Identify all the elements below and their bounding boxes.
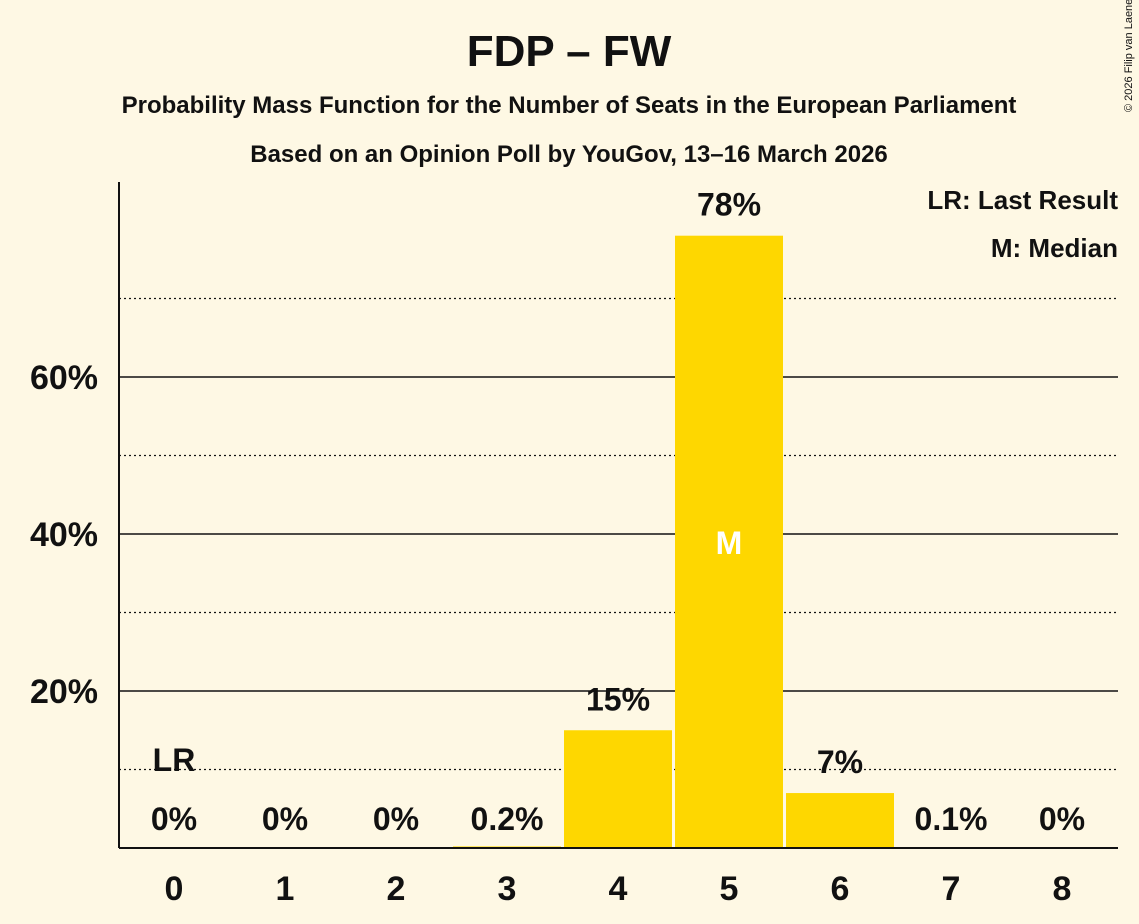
bar bbox=[675, 235, 783, 848]
data-label: 0.2% bbox=[471, 801, 544, 837]
x-tick-label: 2 bbox=[387, 870, 406, 908]
data-label: 0% bbox=[262, 801, 308, 837]
data-label: 78% bbox=[697, 187, 761, 223]
data-label: 0.1% bbox=[915, 801, 988, 837]
y-tick-label: 40% bbox=[30, 516, 98, 554]
copyright: © 2026 Filip van Laenen bbox=[1123, 0, 1135, 112]
data-label: 15% bbox=[586, 681, 650, 717]
chart-subtitle: Probability Mass Function for the Number… bbox=[122, 92, 1017, 119]
data-label: 0% bbox=[1039, 801, 1085, 837]
x-tick-label: 1 bbox=[276, 870, 295, 908]
bar bbox=[786, 793, 894, 848]
axes bbox=[118, 182, 1118, 849]
x-tick-label: 7 bbox=[942, 870, 961, 908]
gridlines: 20% 40% 60% bbox=[30, 297, 1118, 771]
x-tick-label: 8 bbox=[1053, 870, 1072, 908]
y-tick-label: 60% bbox=[30, 359, 98, 397]
chart-title: FDP – FW bbox=[467, 27, 672, 76]
legend-last-result: LR: Last Result bbox=[927, 185, 1118, 215]
data-labels: 0% 0 0% 1 0% 2 0.2% 3 15% 4 78% 5 7% 6 0.1% 7 0% 8 LR M bbox=[151, 187, 1085, 908]
x-tick-label: 4 bbox=[609, 870, 628, 908]
median-marker: M bbox=[716, 525, 743, 561]
x-tick-label: 5 bbox=[720, 870, 739, 908]
legend-median: M: Median bbox=[991, 233, 1118, 263]
x-tick-label: 3 bbox=[498, 870, 517, 908]
bar bbox=[564, 730, 672, 848]
chart-subtitle-source: Based on an Opinion Poll by YouGov, 13–1… bbox=[250, 141, 888, 168]
data-label: 0% bbox=[373, 801, 419, 837]
bars bbox=[453, 235, 1005, 848]
data-label: 0% bbox=[151, 801, 197, 837]
last-result-marker: LR bbox=[153, 742, 196, 778]
data-label: 7% bbox=[817, 744, 863, 780]
x-tick-label: 6 bbox=[831, 870, 850, 908]
y-tick-label: 20% bbox=[30, 673, 98, 711]
x-tick-label: 0 bbox=[165, 870, 184, 908]
